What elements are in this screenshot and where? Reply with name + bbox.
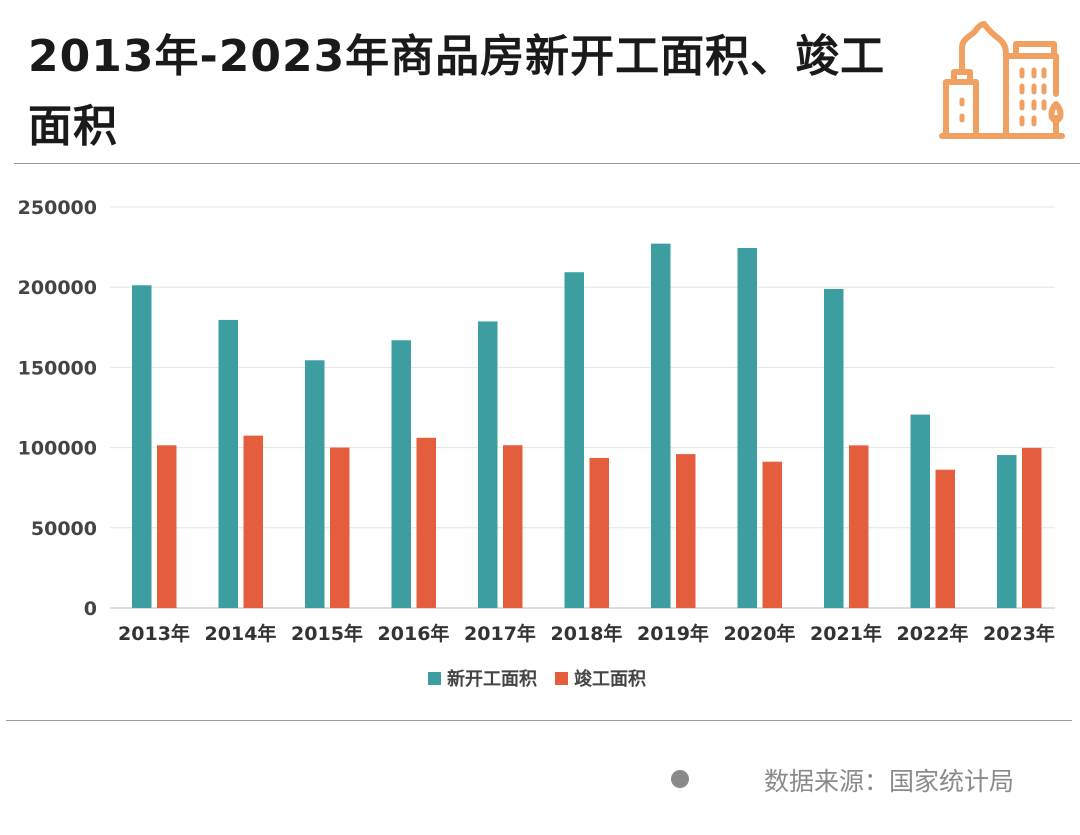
legend-label: 新开工面积 — [447, 668, 537, 690]
bar-completions — [503, 445, 523, 608]
bar-completions — [330, 447, 350, 608]
legend-swatch — [555, 672, 568, 685]
x-tick-label: 2023年 — [983, 622, 1055, 645]
y-tick-label: 100000 — [18, 438, 97, 460]
x-tick-label: 2017年 — [464, 622, 536, 645]
y-tick-label: 50000 — [31, 518, 97, 540]
bar-new-starts — [737, 248, 757, 608]
bar-new-starts — [132, 285, 152, 608]
bar-completions — [849, 445, 869, 608]
bullet-dot — [671, 770, 689, 788]
bar-new-starts — [824, 288, 844, 608]
bar-chart: 0 50000 100000 150000 200000 250000 2013年 2014年… — [18, 197, 1055, 690]
y-tick-label: 150000 — [18, 357, 97, 379]
chart-title: 2013年-2023年商品房新开工面积、竣工面积 — [28, 31, 886, 152]
bar-completions — [416, 437, 436, 608]
bar-new-starts — [305, 360, 325, 608]
x-tick-label: 2018年 — [551, 622, 623, 645]
x-tick-label: 2015年 — [291, 622, 363, 645]
bar-completions — [762, 461, 782, 608]
bar-new-starts — [478, 321, 498, 608]
top-divider — [14, 163, 1080, 164]
bar-completions — [1022, 447, 1042, 608]
y-tick-label: 200000 — [18, 277, 97, 299]
legend-label: 竣工面积 — [574, 668, 646, 690]
bottom-divider — [6, 720, 1072, 721]
legend-swatch — [428, 672, 441, 685]
bar-completions — [243, 435, 263, 608]
x-tick-label: 2016年 — [378, 622, 450, 645]
bar-new-starts — [564, 272, 584, 608]
city-buildings-icon — [939, 21, 1065, 139]
y-tick-label: 250000 — [18, 197, 97, 219]
x-tick-label: 2014年 — [205, 622, 277, 645]
x-tick-label: 2020年 — [724, 622, 796, 645]
bar-completions — [676, 454, 696, 608]
bar-new-starts — [391, 340, 411, 608]
bar-new-starts — [910, 414, 930, 608]
bar-new-starts — [218, 319, 238, 608]
y-tick-label: 0 — [84, 598, 97, 620]
bar-new-starts — [651, 243, 671, 608]
source-note: 数据来源：国家统计局 — [764, 767, 1015, 796]
x-tick-label: 2021年 — [810, 622, 882, 645]
bar-completions — [935, 469, 955, 608]
bar-new-starts — [997, 455, 1017, 608]
bar-completions — [157, 445, 177, 608]
bar-completions — [589, 457, 609, 608]
x-tick-label: 2019年 — [637, 622, 709, 645]
x-tick-label: 2013年 — [118, 622, 190, 645]
x-tick-label: 2022年 — [897, 622, 969, 645]
